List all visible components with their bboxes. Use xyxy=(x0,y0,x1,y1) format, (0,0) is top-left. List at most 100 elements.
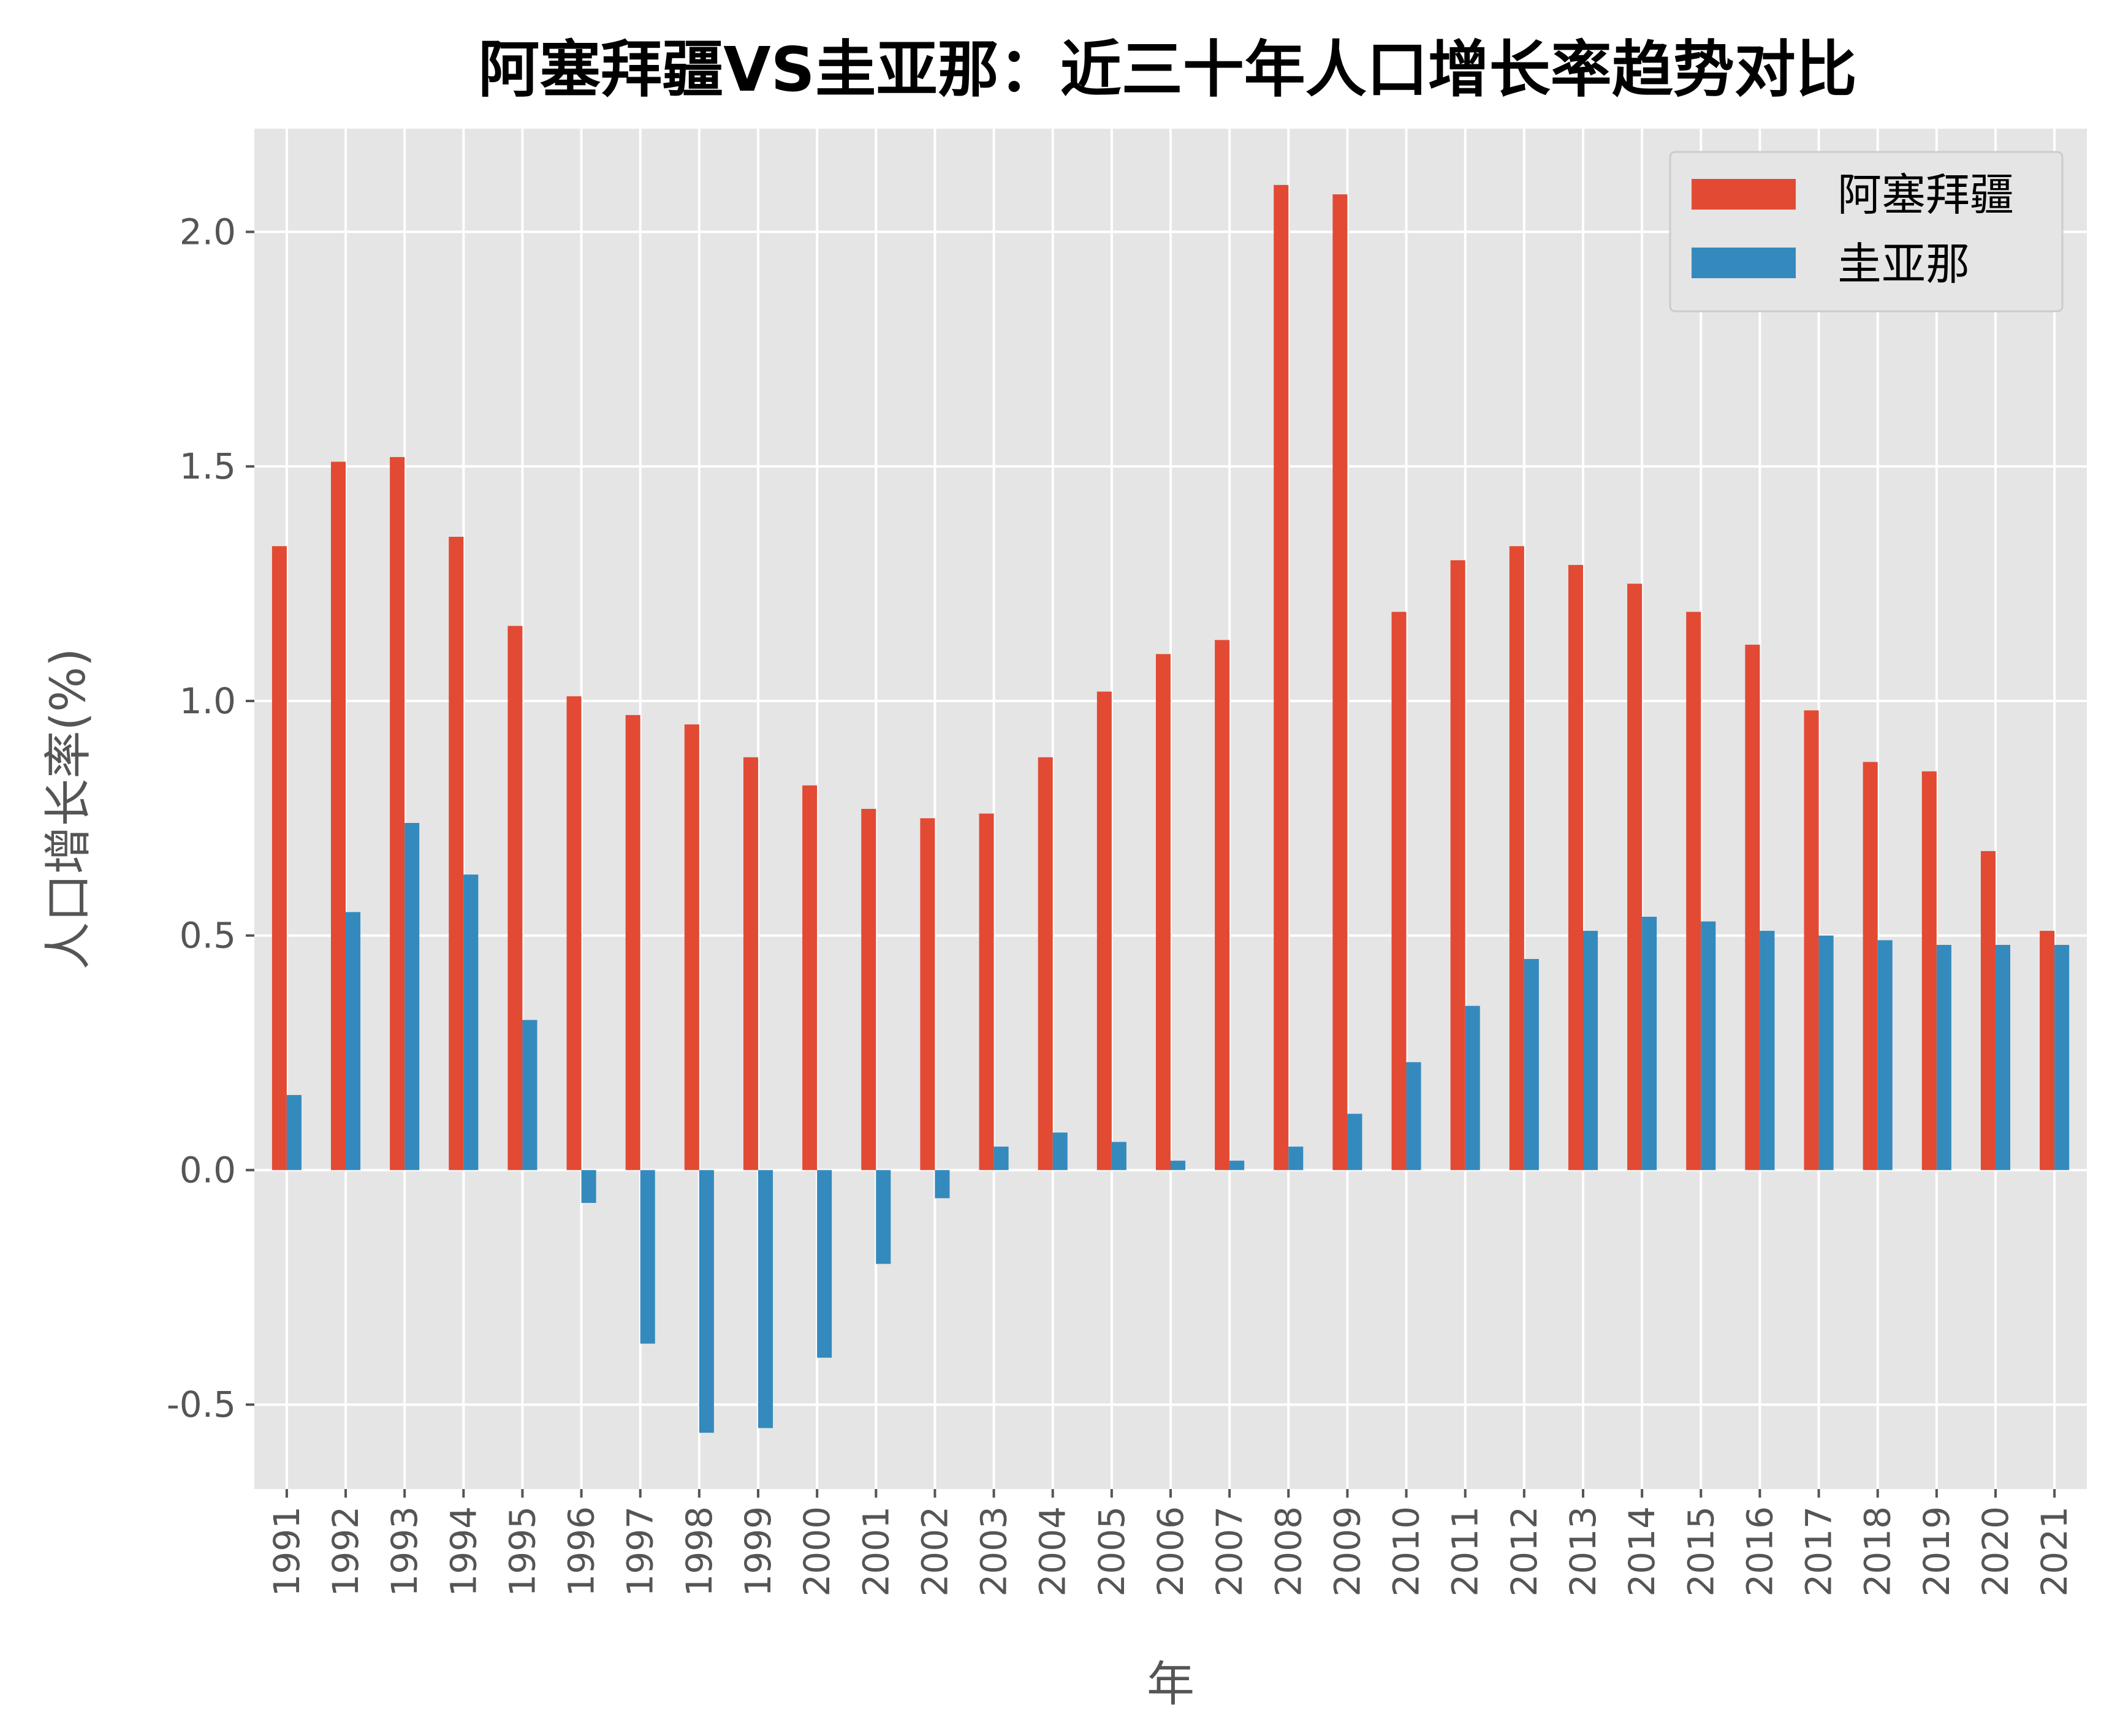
bar-azerbaijan-2004 xyxy=(1038,757,1053,1170)
bar-azerbaijan-2009 xyxy=(1332,194,1348,1170)
x-tick-label: 2021 xyxy=(2034,1506,2075,1597)
bar-guyana-2014 xyxy=(1642,917,1657,1170)
bar-azerbaijan-1993 xyxy=(390,457,405,1170)
bar-guyana-1991 xyxy=(286,1094,302,1170)
bar-guyana-2002 xyxy=(935,1170,950,1199)
bar-guyana-2018 xyxy=(1877,940,1893,1170)
bar-guyana-1997 xyxy=(640,1170,655,1344)
bar-guyana-2013 xyxy=(1582,931,1598,1170)
x-axis-label: 年 xyxy=(1147,1657,1195,1712)
x-tick-label: 2011 xyxy=(1445,1506,1486,1597)
bar-guyana-2004 xyxy=(1052,1132,1068,1170)
bars xyxy=(272,184,2070,1433)
bar-guyana-2008 xyxy=(1288,1147,1304,1170)
bar-guyana-2003 xyxy=(993,1147,1009,1170)
bar-azerbaijan-2005 xyxy=(1096,691,1112,1170)
bar-guyana-2011 xyxy=(1465,1006,1480,1170)
bar-guyana-1999 xyxy=(758,1170,773,1428)
x-tick-label: 2014 xyxy=(1621,1506,1663,1597)
x-tick-label: 2007 xyxy=(1209,1506,1250,1597)
x-tick-label: 2005 xyxy=(1091,1506,1133,1597)
x-tick-label: 1997 xyxy=(620,1506,661,1597)
bar-guyana-1994 xyxy=(463,874,479,1170)
bar-azerbaijan-2006 xyxy=(1155,654,1171,1170)
y-tick-label: 0.5 xyxy=(180,915,236,957)
bar-guyana-2017 xyxy=(1818,935,1834,1170)
bar-guyana-2015 xyxy=(1701,921,1716,1170)
x-tick-label: 2004 xyxy=(1032,1506,1074,1597)
bar-azerbaijan-2016 xyxy=(1745,645,1760,1170)
bar-azerbaijan-1992 xyxy=(330,461,346,1170)
bar-guyana-2019 xyxy=(1936,945,1951,1170)
bar-azerbaijan-1999 xyxy=(743,757,759,1170)
legend-label-guyana: 圭亚那 xyxy=(1837,238,1970,290)
x-tick-label: 2006 xyxy=(1150,1506,1191,1597)
bar-azerbaijan-2015 xyxy=(1686,612,1701,1170)
x-tick-label: 1991 xyxy=(266,1506,308,1597)
x-tick-label: 2015 xyxy=(1680,1506,1722,1597)
y-axis-ticks: -0.5 0.0 0.5 1.0 1.5 2.0 xyxy=(167,211,254,1425)
bar-azerbaijan-1995 xyxy=(507,626,523,1170)
bar-guyana-1993 xyxy=(405,822,420,1170)
x-tick-label: 1994 xyxy=(443,1506,484,1597)
bar-guyana-2007 xyxy=(1229,1161,1245,1170)
bar-guyana-2006 xyxy=(1171,1161,1186,1170)
bar-azerbaijan-2010 xyxy=(1391,612,1407,1170)
x-tick-label: 1998 xyxy=(678,1506,720,1597)
bar-guyana-2001 xyxy=(876,1170,891,1264)
x-axis-ticks: 1991 1992 1993 1994 1995 1996 1997 1998 1999 2000… xyxy=(266,1489,2075,1597)
x-tick-label: 2017 xyxy=(1798,1506,1840,1597)
x-tick-label: 2010 xyxy=(1386,1506,1427,1597)
bar-azerbaijan-1994 xyxy=(449,537,464,1170)
x-tick-label: 2012 xyxy=(1503,1506,1545,1597)
bar-azerbaijan-2008 xyxy=(1274,184,1289,1170)
x-tick-label: 2001 xyxy=(855,1506,897,1597)
bar-azerbaijan-2000 xyxy=(802,785,818,1170)
legend-swatch-azerbaijan xyxy=(1692,179,1796,210)
bar-azerbaijan-1997 xyxy=(625,714,640,1170)
bar-guyana-2016 xyxy=(1760,931,1775,1170)
bar-guyana-2009 xyxy=(1347,1113,1362,1170)
legend: 阿塞拜疆 圭亚那 xyxy=(1669,151,2064,313)
bar-azerbaijan-1998 xyxy=(684,724,699,1170)
x-tick-label: 2020 xyxy=(1975,1506,2016,1597)
x-tick-label: 2019 xyxy=(1916,1506,1958,1597)
bar-guyana-1995 xyxy=(522,1020,537,1170)
x-tick-label: 2018 xyxy=(1857,1506,1899,1597)
bar-azerbaijan-2020 xyxy=(1980,851,1996,1170)
bar-azerbaijan-2007 xyxy=(1215,640,1230,1170)
x-tick-label: 1999 xyxy=(737,1506,779,1597)
x-tick-label: 1995 xyxy=(501,1506,543,1597)
x-tick-label: 1993 xyxy=(384,1506,425,1597)
x-tick-label: 2016 xyxy=(1739,1506,1780,1597)
y-axis-label: 人口增长率(%) xyxy=(41,648,96,970)
bar-guyana-2005 xyxy=(1111,1142,1126,1170)
x-tick-label: 2008 xyxy=(1267,1506,1309,1597)
bar-azerbaijan-2018 xyxy=(1863,762,1878,1170)
y-tick-label: 1.0 xyxy=(180,680,236,722)
bar-guyana-1992 xyxy=(346,912,361,1170)
bar-guyana-2012 xyxy=(1524,958,1539,1170)
y-tick-label: 2.0 xyxy=(180,211,236,252)
bar-azerbaijan-2014 xyxy=(1627,583,1643,1170)
bar-azerbaijan-2021 xyxy=(2040,931,2055,1170)
x-tick-label: 2000 xyxy=(796,1506,838,1597)
bar-azerbaijan-2012 xyxy=(1509,546,1524,1170)
bar-azerbaijan-2002 xyxy=(920,818,935,1170)
bar-azerbaijan-2003 xyxy=(979,813,994,1170)
bar-azerbaijan-2017 xyxy=(1804,710,1819,1170)
y-tick-label: -0.5 xyxy=(167,1384,236,1425)
x-tick-label: 2003 xyxy=(973,1506,1015,1597)
bar-azerbaijan-2001 xyxy=(861,809,876,1170)
legend-label-azerbaijan: 阿塞拜疆 xyxy=(1837,169,2014,221)
x-tick-label: 1992 xyxy=(325,1506,367,1597)
bar-guyana-2010 xyxy=(1406,1062,1421,1170)
bar-guyana-1996 xyxy=(581,1170,596,1203)
x-tick-label: 2002 xyxy=(914,1506,955,1597)
bar-azerbaijan-2013 xyxy=(1568,564,1583,1170)
x-tick-label: 2013 xyxy=(1562,1506,1604,1597)
bar-azerbaijan-2019 xyxy=(1921,771,1937,1170)
bar-azerbaijan-2011 xyxy=(1450,560,1465,1170)
bar-azerbaijan-1991 xyxy=(272,546,287,1170)
